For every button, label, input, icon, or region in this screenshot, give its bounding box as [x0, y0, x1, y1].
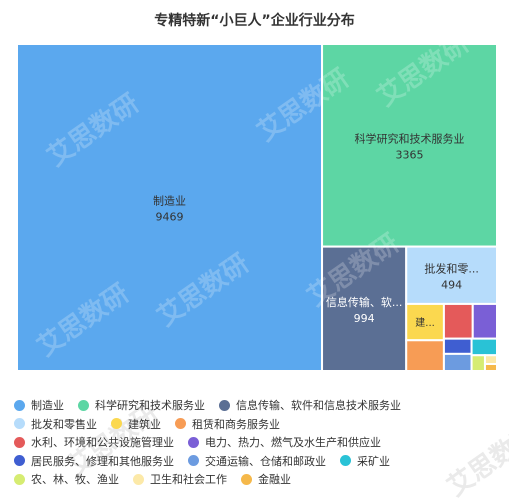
legend-item-8[interactable]: 居民服务、修理和其他服务业 — [14, 453, 174, 469]
legend-item-11[interactable]: 农、林、牧、渔业 — [14, 471, 119, 487]
legend-label: 制造业 — [31, 399, 64, 413]
legend-item-1[interactable]: 科学研究和技术服务业 — [78, 397, 205, 413]
legend-row: 农、林、牧、渔业 卫生和社会工作 金融业 — [14, 470, 504, 489]
legend-label: 交通运输、仓储和邮政业 — [205, 454, 326, 468]
treemap-label-1: 科学研究和技术服务业 — [355, 131, 465, 145]
legend-label: 居民服务、修理和其他服务业 — [31, 454, 174, 468]
legend-dot-icon — [219, 399, 230, 411]
legend-label: 信息传输、软件和信息技术服务业 — [236, 399, 401, 413]
legend-label: 批发和零售业 — [31, 417, 97, 431]
legend: 制造业 科学研究和技术服务业 信息传输、软件和信息技术服务业批发和零售业 建筑业 租赁和… — [14, 396, 504, 489]
treemap-cell-7[interactable] — [471, 302, 498, 340]
legend-item-5[interactable]: 租赁和商务服务业 — [175, 416, 280, 432]
legend-row: 制造业 科学研究和技术服务业 信息传输、软件和信息技术服务业 — [14, 396, 504, 415]
legend-row: 批发和零售业 建筑业 租赁和商务服务业 — [14, 415, 504, 434]
treemap-label-4: 建... — [415, 316, 435, 329]
legend-row: 水利、环境和公共设施管理业 电力、热力、燃气及水生产和供应业 — [14, 433, 504, 452]
legend-item-4[interactable]: 建筑业 — [111, 416, 161, 432]
treemap-chart: 制造业 9469 科学研究和技术服务业 3365 信息传输、软... 994 批发和零...… — [16, 43, 498, 373]
legend-item-10[interactable]: 采矿业 — [340, 453, 390, 469]
legend-item-13[interactable]: 金融业 — [241, 471, 291, 487]
legend-dot-icon — [188, 436, 199, 448]
chart-title: 专精特新“小巨人”企业行业分布 — [154, 13, 355, 29]
legend-dot-icon — [175, 418, 186, 430]
legend-item-3[interactable]: 批发和零售业 — [14, 416, 97, 432]
legend-label: 卫生和社会工作 — [150, 473, 227, 487]
legend-label: 电力、热力、燃气及水生产和供应业 — [205, 436, 381, 450]
legend-dot-icon — [78, 399, 89, 411]
legend-label: 租赁和商务服务业 — [192, 417, 280, 431]
treemap-cell-2[interactable]: 信息传输、软... 994 — [321, 245, 408, 373]
legend-label: 科学研究和技术服务业 — [95, 399, 205, 413]
treemap-cell-0[interactable]: 制造业 9469 — [16, 43, 324, 372]
legend-label: 水利、环境和公共设施管理业 — [31, 436, 174, 450]
legend-dot-icon — [14, 418, 25, 430]
legend-item-6[interactable]: 水利、环境和公共设施管理业 — [14, 434, 174, 450]
treemap-value-1: 3365 — [396, 148, 424, 161]
legend-dot-icon — [241, 473, 252, 485]
treemap-label-3: 批发和零... — [424, 261, 479, 275]
treemap-value-2: 994 — [354, 312, 375, 325]
treemap-cell-1[interactable]: 科学研究和技术服务业 3365 — [321, 43, 498, 248]
treemap-label-0: 制造业 — [153, 194, 186, 208]
treemap-cell-5[interactable] — [405, 339, 445, 372]
treemap-cell-11[interactable] — [470, 354, 486, 373]
treemap-cell-6[interactable] — [442, 302, 474, 340]
legend-item-2[interactable]: 信息传输、软件和信息技术服务业 — [219, 397, 401, 413]
legend-item-7[interactable]: 电力、热力、燃气及水生产和供应业 — [188, 434, 381, 450]
treemap-label-2: 信息传输、软... — [326, 295, 403, 309]
treemap-value-0: 9469 — [156, 211, 184, 224]
legend-dot-icon — [14, 399, 25, 411]
legend-label: 农、林、牧、渔业 — [31, 473, 119, 487]
legend-row: 居民服务、修理和其他服务业 交通运输、仓储和邮政业 采矿业 — [14, 452, 504, 471]
legend-item-9[interactable]: 交通运输、仓储和邮政业 — [188, 453, 326, 469]
treemap-cell-4[interactable]: 建... — [405, 302, 445, 342]
legend-dot-icon — [340, 455, 351, 467]
legend-dot-icon — [14, 473, 25, 485]
legend-dot-icon — [14, 436, 25, 448]
treemap-value-3: 494 — [441, 278, 462, 291]
legend-dot-icon — [14, 455, 25, 467]
legend-label: 金融业 — [258, 473, 291, 487]
legend-label: 建筑业 — [128, 417, 161, 431]
treemap-cell-13[interactable] — [483, 362, 498, 373]
treemap-cell-8[interactable] — [442, 337, 473, 355]
legend-dot-icon — [111, 418, 122, 430]
legend-item-12[interactable]: 卫生和社会工作 — [133, 471, 227, 487]
legend-label: 采矿业 — [357, 454, 390, 468]
legend-item-0[interactable]: 制造业 — [14, 397, 64, 413]
legend-dot-icon — [188, 455, 199, 467]
treemap-cell-9[interactable] — [442, 352, 473, 373]
legend-dot-icon — [133, 473, 144, 485]
treemap-cell-12[interactable] — [483, 354, 498, 365]
treemap-cell-3[interactable]: 批发和零... 494 — [405, 245, 498, 305]
treemap-cell-10[interactable] — [470, 337, 498, 357]
